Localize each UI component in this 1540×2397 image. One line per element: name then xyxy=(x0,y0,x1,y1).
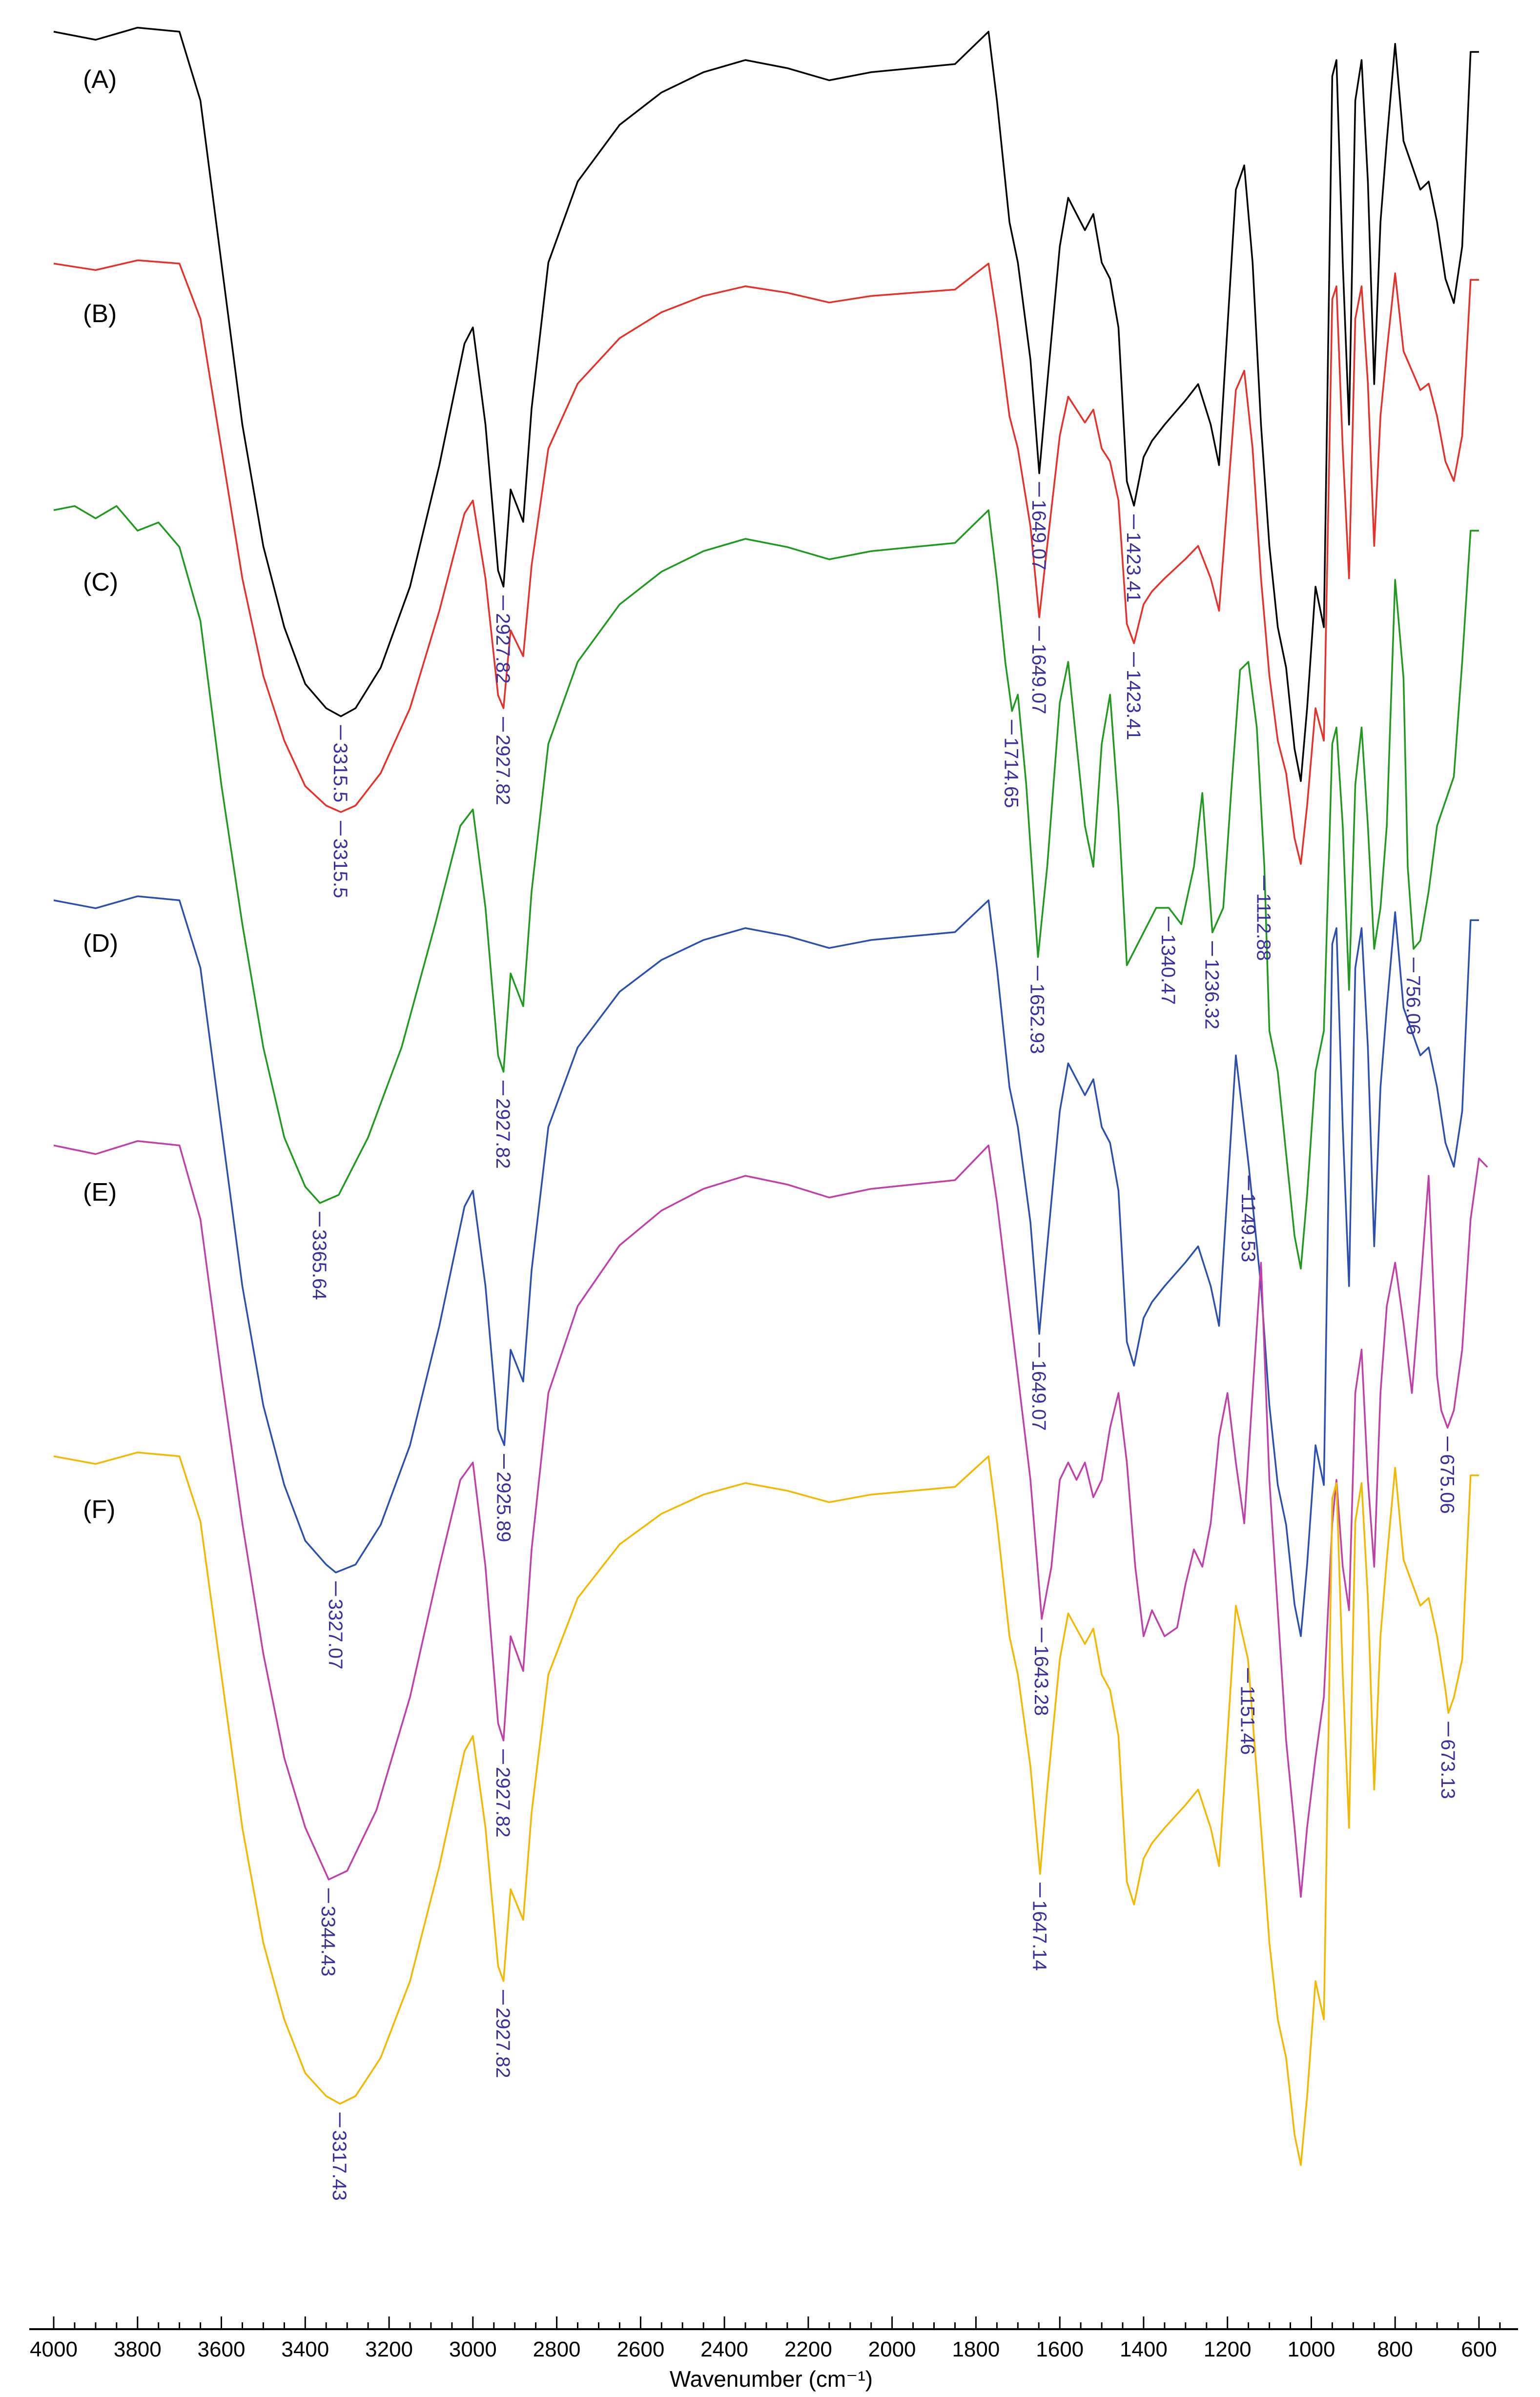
peak-label: 673.13 xyxy=(1437,1740,1458,1799)
peak-annotation: 3317.43 xyxy=(329,2112,350,2201)
peak-annotation: 1652.93 xyxy=(1027,965,1048,1054)
series-label-1: (A) xyxy=(83,65,117,94)
peak-annotation: 1236.32 xyxy=(1201,941,1223,1029)
peak-label: 1652.93 xyxy=(1027,983,1048,1054)
series-labels: (A) (B) (C) (D) (E) (F) xyxy=(83,65,118,1524)
peak-label: 1714.65 xyxy=(1001,738,1022,808)
peak-label: 2927.82 xyxy=(492,613,513,684)
x-axis-title: Wavenumber (cm⁻¹) xyxy=(670,2366,873,2392)
peak-annotation: 1649.07 xyxy=(1028,1342,1049,1431)
peak-annotation: 1151.46 xyxy=(1236,1668,1258,1755)
peak-label: 1423.41 xyxy=(1123,532,1144,603)
peak-label: 2927.82 xyxy=(492,1098,513,1169)
peak-annotation: 3315.5 xyxy=(329,725,351,802)
x-tick-label: 2200 xyxy=(784,2337,832,2361)
peak-annotation: 1647.14 xyxy=(1029,1883,1050,1971)
x-tick-label: 2400 xyxy=(700,2337,748,2361)
series-label-6: (F) xyxy=(83,1496,115,1524)
peak-label: 1649.07 xyxy=(1028,644,1049,715)
spectrum-line-3 xyxy=(53,505,1479,1270)
x-tick-label: 2000 xyxy=(868,2337,916,2361)
x-tick-label: 2600 xyxy=(616,2337,664,2361)
x-tick-label: 1200 xyxy=(1204,2337,1252,2361)
series-label-5: (E) xyxy=(83,1178,117,1207)
peak-label: 1649.07 xyxy=(1028,1360,1049,1431)
x-tick-label: 800 xyxy=(1377,2337,1413,2361)
x-tick-label: 2800 xyxy=(533,2337,581,2361)
peak-label: 2927.82 xyxy=(492,735,513,805)
peak-label: 3317.43 xyxy=(329,2130,350,2201)
peak-annotation: 1649.07 xyxy=(1028,626,1049,715)
x-tick-label: 3000 xyxy=(449,2337,497,2361)
peak-label: 756.06 xyxy=(1402,975,1424,1035)
x-tick-label: 3600 xyxy=(198,2337,246,2361)
peak-annotation: 2927.82 xyxy=(492,595,513,684)
x-tick-label: 3400 xyxy=(281,2337,329,2361)
peak-label: 3365.64 xyxy=(308,1229,330,1300)
peak-annotation: 1149.53 xyxy=(1237,1175,1259,1263)
spectrum-line-2 xyxy=(53,259,1479,865)
x-tick-label: 1400 xyxy=(1120,2337,1168,2361)
peak-label: 3344.43 xyxy=(317,1906,339,1977)
peak-annotation: 3327.07 xyxy=(325,1581,346,1670)
x-axis-ticks: 4000 3800 3600 3400 3200 3000 2800 2600 2400 2200… xyxy=(30,2316,1501,2361)
series-label-3: (C) xyxy=(83,568,118,596)
peak-annotation: 2927.82 xyxy=(492,1749,513,1838)
peak-annotation: 3365.64 xyxy=(308,1211,330,1300)
series-label-4: (D) xyxy=(83,929,118,958)
peak-label: 3327.07 xyxy=(325,1599,346,1670)
peak-annotation: 675.06 xyxy=(1437,1436,1458,1514)
peak-annotation: 3344.43 xyxy=(317,1888,339,1977)
spectrum-line-6 xyxy=(53,1451,1479,2166)
peak-label: 1112.88 xyxy=(1253,893,1274,961)
spectrum-line-4 xyxy=(53,895,1479,1637)
peak-label: 3315.5 xyxy=(329,839,351,898)
peak-label: 1149.53 xyxy=(1237,1193,1259,1263)
x-tick-label: 3800 xyxy=(114,2337,162,2361)
peak-annotation: 2927.82 xyxy=(492,1081,513,1169)
x-tick-label: 1000 xyxy=(1288,2337,1335,2361)
peak-annotation: 1423.41 xyxy=(1123,514,1144,603)
x-tick-label: 600 xyxy=(1461,2337,1497,2361)
peak-annotation: 673.13 xyxy=(1437,1721,1458,1799)
peak-label: 2925.89 xyxy=(493,1472,514,1542)
peak-label: 675.06 xyxy=(1437,1454,1458,1514)
peak-annotation: 1423.41 xyxy=(1123,652,1144,740)
peak-annotations: 3315.5 2927.82 1649.07 1423.41 3315.5 2927.82… xyxy=(308,482,1458,2201)
x-tick-label: 1800 xyxy=(952,2337,1000,2361)
peak-annotation: 2927.82 xyxy=(492,717,513,805)
peak-label: 3315.5 xyxy=(329,743,351,802)
series-label-2: (B) xyxy=(83,300,117,328)
x-axis: 4000 3800 3600 3400 3200 3000 2800 2600 2400 2200… xyxy=(29,2316,1518,2361)
peak-label: 1151.46 xyxy=(1236,1686,1258,1755)
peak-annotation: 1340.47 xyxy=(1157,917,1179,1005)
peak-annotation: 1643.28 xyxy=(1030,1627,1052,1716)
x-tick-label: 1600 xyxy=(1036,2337,1084,2361)
peak-label: 1649.07 xyxy=(1028,500,1049,571)
spectra-curves xyxy=(53,26,1488,2166)
peak-label: 1647.14 xyxy=(1029,1900,1050,1971)
peak-annotation: 3315.5 xyxy=(329,820,351,898)
peak-label: 2927.82 xyxy=(492,2008,513,2078)
peak-label: 1643.28 xyxy=(1030,1645,1052,1716)
peak-annotation: 1649.07 xyxy=(1028,482,1049,571)
spectrum-line-5 xyxy=(53,1140,1488,1898)
peak-annotation: 1112.88 xyxy=(1253,876,1274,961)
peak-annotation: 756.06 xyxy=(1402,958,1424,1035)
peak-annotation: 2927.82 xyxy=(492,1990,513,2078)
peak-label: 1423.41 xyxy=(1123,670,1144,740)
peak-annotation: 1714.65 xyxy=(1001,719,1022,808)
peak-label: 1340.47 xyxy=(1157,934,1179,1005)
peak-label: 1236.32 xyxy=(1201,959,1223,1029)
x-tick-label: 3200 xyxy=(365,2337,413,2361)
x-tick-label: 4000 xyxy=(30,2337,78,2361)
spectrum-line-1 xyxy=(53,26,1479,782)
peak-annotation: 2925.89 xyxy=(493,1454,514,1542)
peak-label: 2927.82 xyxy=(492,1767,513,1838)
